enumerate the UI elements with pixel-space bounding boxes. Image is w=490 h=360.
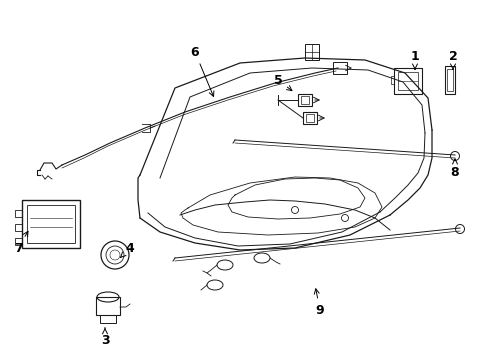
- Bar: [391, 76, 394, 84]
- Bar: [333, 62, 347, 74]
- Bar: [96, 297, 120, 315]
- Bar: [15, 224, 22, 231]
- Text: 4: 4: [121, 242, 134, 257]
- Bar: [447, 69, 453, 91]
- Text: 7: 7: [14, 231, 28, 255]
- Bar: [298, 94, 312, 106]
- Text: 3: 3: [100, 328, 109, 346]
- Text: 8: 8: [451, 159, 459, 179]
- Bar: [15, 238, 22, 245]
- Text: 9: 9: [314, 289, 324, 316]
- Text: 1: 1: [411, 50, 419, 69]
- Text: 2: 2: [449, 50, 457, 69]
- Text: 6: 6: [191, 45, 214, 96]
- Text: 5: 5: [273, 73, 292, 91]
- Bar: [100, 315, 116, 323]
- Bar: [15, 210, 22, 217]
- Bar: [22, 200, 80, 248]
- Bar: [27, 205, 75, 243]
- Bar: [301, 96, 309, 104]
- Bar: [306, 114, 314, 122]
- Bar: [305, 44, 319, 60]
- Bar: [398, 72, 418, 90]
- Bar: [445, 66, 455, 94]
- Bar: [394, 68, 422, 94]
- Bar: [303, 112, 317, 124]
